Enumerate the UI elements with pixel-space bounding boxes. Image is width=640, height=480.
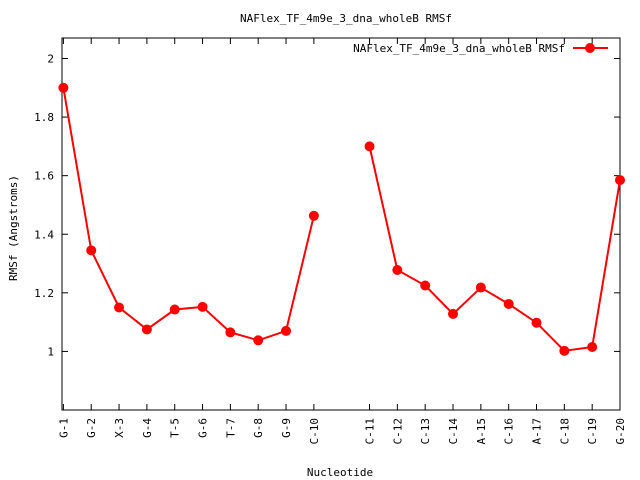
- x-axis-label: Nucleotide: [307, 466, 373, 479]
- y-tick-label: 1: [47, 345, 54, 358]
- x-tick-label: G-1: [57, 418, 70, 438]
- x-tick-label: C-18: [558, 418, 571, 445]
- x-tick-label: C-10: [308, 418, 321, 445]
- x-tick-label: G-6: [197, 418, 210, 438]
- data-point-G-2: [86, 245, 97, 256]
- data-point-T-5: [169, 304, 180, 315]
- x-tick-label: C-19: [586, 418, 599, 445]
- x-tick-label: A-15: [475, 418, 488, 445]
- data-point-G-9: [281, 325, 292, 336]
- x-tick-label: C-12: [391, 418, 404, 445]
- x-axis: G-1 G-2 X-3 G-4 T-5 G-6 T-7 G-8 G-9 C-10 C-11 C-12 C…: [57, 38, 627, 445]
- chart-title: NAFlex_TF_4m9e_3_dna_wholeB RMSf: [240, 12, 452, 25]
- legend-label: NAFlex_TF_4m9e_3_dna_wholeB RMSf: [353, 42, 565, 55]
- x-tick-label: X-3: [113, 418, 126, 438]
- data-point-C-14: [448, 308, 459, 319]
- y-axis: 1 1.2 1.4 1.6 1.8 2: [34, 53, 620, 358]
- x-tick-label: G-2: [85, 418, 98, 438]
- y-tick-label: 2: [47, 53, 54, 66]
- data-point-C-18: [559, 345, 570, 356]
- data-point-C-13: [420, 280, 431, 291]
- y-tick-label: 1.6: [34, 170, 54, 183]
- data-point-C-10: [308, 210, 319, 221]
- legend: NAFlex_TF_4m9e_3_dna_wholeB RMSf: [353, 42, 608, 55]
- y-tick-label: 1.2: [34, 287, 54, 300]
- x-tick-label: C-13: [419, 418, 432, 445]
- series-layer: [58, 82, 625, 356]
- data-point-A-15: [475, 282, 486, 293]
- x-tick-label: T-5: [169, 418, 182, 438]
- x-tick-label: T-7: [224, 418, 237, 438]
- x-tick-label: C-16: [503, 418, 516, 445]
- data-point-G-6: [197, 301, 208, 312]
- data-point-A-17: [531, 317, 542, 328]
- data-point-G-1: [58, 82, 69, 93]
- x-tick-label: G-20: [614, 418, 627, 445]
- x-tick-label: G-8: [252, 418, 265, 438]
- series-line-segment-2: [368, 146, 621, 352]
- data-point-C-19: [587, 342, 598, 353]
- y-tick-label: 1.4: [34, 228, 54, 241]
- x-tick-label: C-14: [447, 418, 460, 445]
- data-point-X-3: [114, 302, 125, 313]
- x-tick-label: G-4: [141, 418, 154, 438]
- y-tick-label: 1.8: [34, 111, 54, 124]
- x-tick-label: A-17: [531, 418, 544, 445]
- data-point-C-16: [503, 298, 514, 309]
- x-tick-label: C-11: [364, 418, 377, 445]
- data-point-T-7: [225, 327, 236, 338]
- data-point-G-8: [253, 335, 264, 346]
- data-point-C-12: [392, 264, 403, 275]
- data-point-C-11: [364, 141, 375, 152]
- plot-frame: [61, 37, 621, 411]
- data-point-G-20: [615, 175, 625, 186]
- legend-marker: [585, 43, 595, 53]
- x-tick-label: G-9: [280, 418, 293, 438]
- data-point-G-4: [141, 324, 152, 335]
- series-line-segment-1: [62, 87, 315, 342]
- y-axis-label: RMSf (Angstroms): [7, 175, 20, 281]
